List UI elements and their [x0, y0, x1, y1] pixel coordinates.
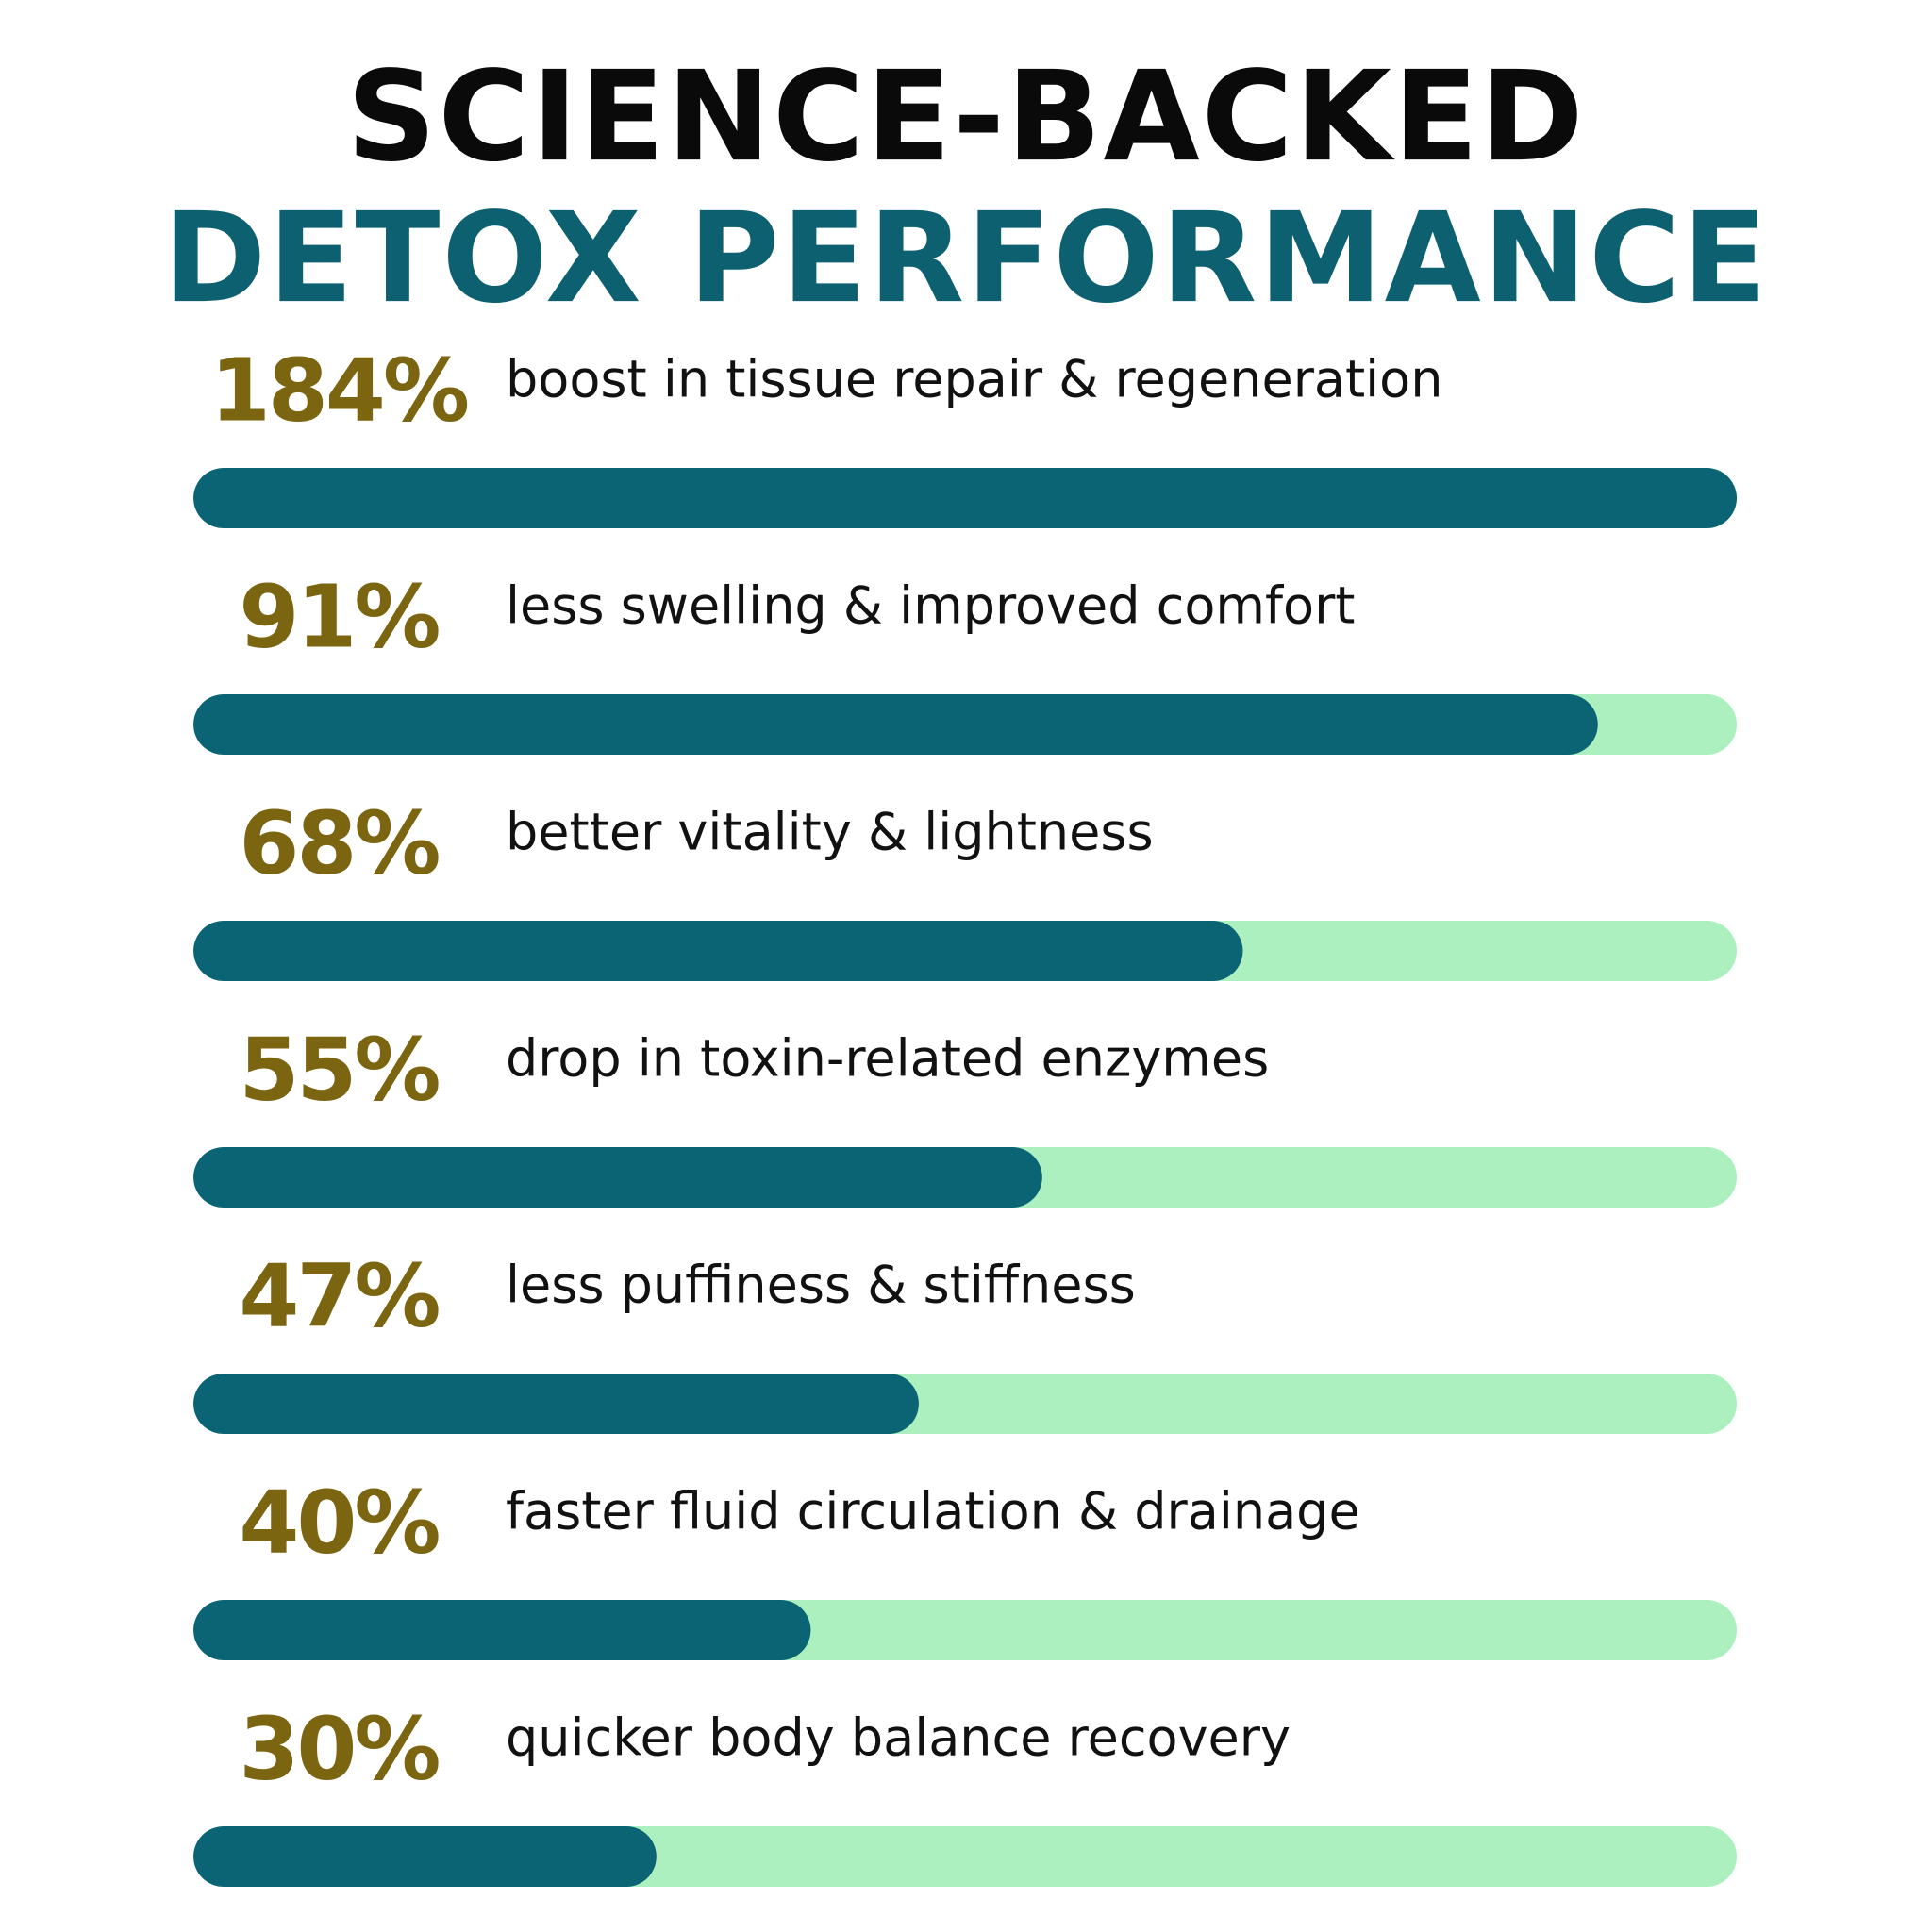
- bar: [193, 1374, 919, 1434]
- chart-subtitle: DETOX PERFORMANCE: [163, 186, 1770, 331]
- value-label: 47%: [239, 1245, 439, 1346]
- category-label: better vitality & lightness: [506, 803, 1154, 862]
- chart-title: SCIENCE-BACKED: [346, 44, 1585, 190]
- bar: [193, 1826, 657, 1887]
- value-label: 55%: [239, 1019, 439, 1120]
- bar: [193, 694, 1598, 755]
- category-label: less swelling & improved comfort: [506, 576, 1355, 636]
- value-label: 40%: [239, 1472, 439, 1573]
- value-label: 91%: [239, 566, 439, 667]
- bar: [193, 1147, 1042, 1208]
- category-label: drop in toxin-related enzymes: [506, 1029, 1269, 1089]
- bar: [193, 921, 1243, 981]
- value-label: 68%: [239, 792, 439, 893]
- bar: [193, 468, 1737, 528]
- category-label: less puffiness & stiffness: [506, 1256, 1136, 1315]
- bar: [193, 1600, 811, 1660]
- category-label: quicker body balance recovery: [506, 1708, 1291, 1768]
- category-label: boost in tissue repair & regeneration: [506, 350, 1442, 409]
- value-label: 30%: [239, 1698, 439, 1799]
- category-label: faster fluid circulation & drainage: [506, 1482, 1360, 1541]
- value-label: 184%: [210, 340, 468, 441]
